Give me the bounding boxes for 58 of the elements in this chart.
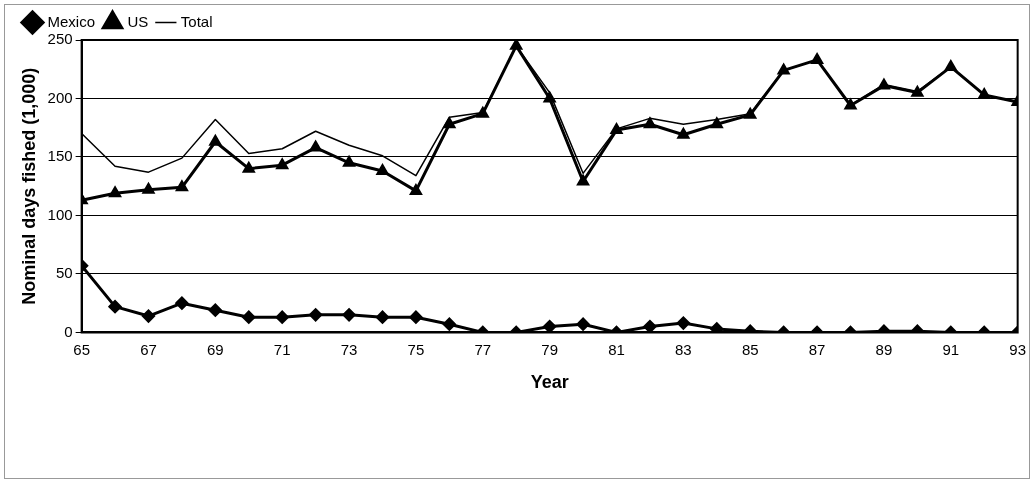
point: [376, 164, 389, 175]
x-tick-label: 87: [808, 340, 826, 358]
x-axis-title: Year: [530, 372, 569, 393]
point: [576, 317, 590, 331]
point: [442, 317, 456, 331]
point: [275, 310, 289, 324]
y-tick-label: 100: [47, 205, 73, 223]
point: [175, 296, 189, 310]
x-tick-label: 93: [1009, 340, 1026, 358]
y-axis-title: Nominal days fished (1,000): [18, 67, 39, 305]
point: [309, 308, 323, 322]
point: [644, 117, 656, 129]
point: [375, 310, 389, 324]
legend-label: US: [127, 12, 149, 30]
x-tick-label: 65: [73, 340, 90, 358]
point: [409, 310, 423, 324]
point: [543, 91, 556, 103]
y-tick-label: 200: [47, 88, 73, 106]
point: [242, 310, 256, 324]
point: [410, 184, 422, 195]
point: [176, 180, 188, 192]
x-tick-label: 81: [608, 340, 625, 358]
point: [510, 40, 523, 50]
x-tick-label: 75: [407, 340, 425, 358]
point: [944, 60, 957, 71]
point: [676, 316, 690, 330]
x-tick-label: 89: [875, 340, 893, 358]
point: [276, 158, 289, 170]
x-tick-label: 85: [741, 340, 759, 358]
y-tick-label: 0: [64, 322, 73, 340]
legend-label: Mexico: [47, 12, 96, 30]
y-tick-label: 150: [47, 147, 73, 165]
point: [777, 63, 790, 75]
x-tick-label: 83: [675, 340, 692, 358]
point: [610, 123, 623, 135]
point: [978, 88, 991, 99]
legend-label: Total: [180, 12, 213, 30]
point: [543, 320, 557, 333]
point: [643, 320, 657, 333]
point: [710, 322, 724, 333]
x-tick-label: 77: [474, 340, 492, 358]
y-tick-label: 50: [55, 264, 73, 282]
y-tick-label: 250: [47, 30, 73, 48]
point: [710, 117, 723, 129]
x-tick-label: 73: [340, 340, 358, 358]
point: [208, 303, 222, 317]
x-tick-label: 79: [541, 340, 558, 358]
x-tick-label: 69: [207, 340, 224, 358]
point: [108, 300, 122, 314]
point: [141, 309, 155, 323]
point: [342, 308, 356, 322]
point: [109, 186, 121, 198]
x-tick-label: 67: [140, 340, 157, 358]
x-tick-label: 71: [273, 340, 291, 358]
x-tick-label: 91: [942, 340, 960, 358]
point: [811, 53, 823, 64]
point: [577, 175, 589, 186]
point: [443, 117, 456, 129]
